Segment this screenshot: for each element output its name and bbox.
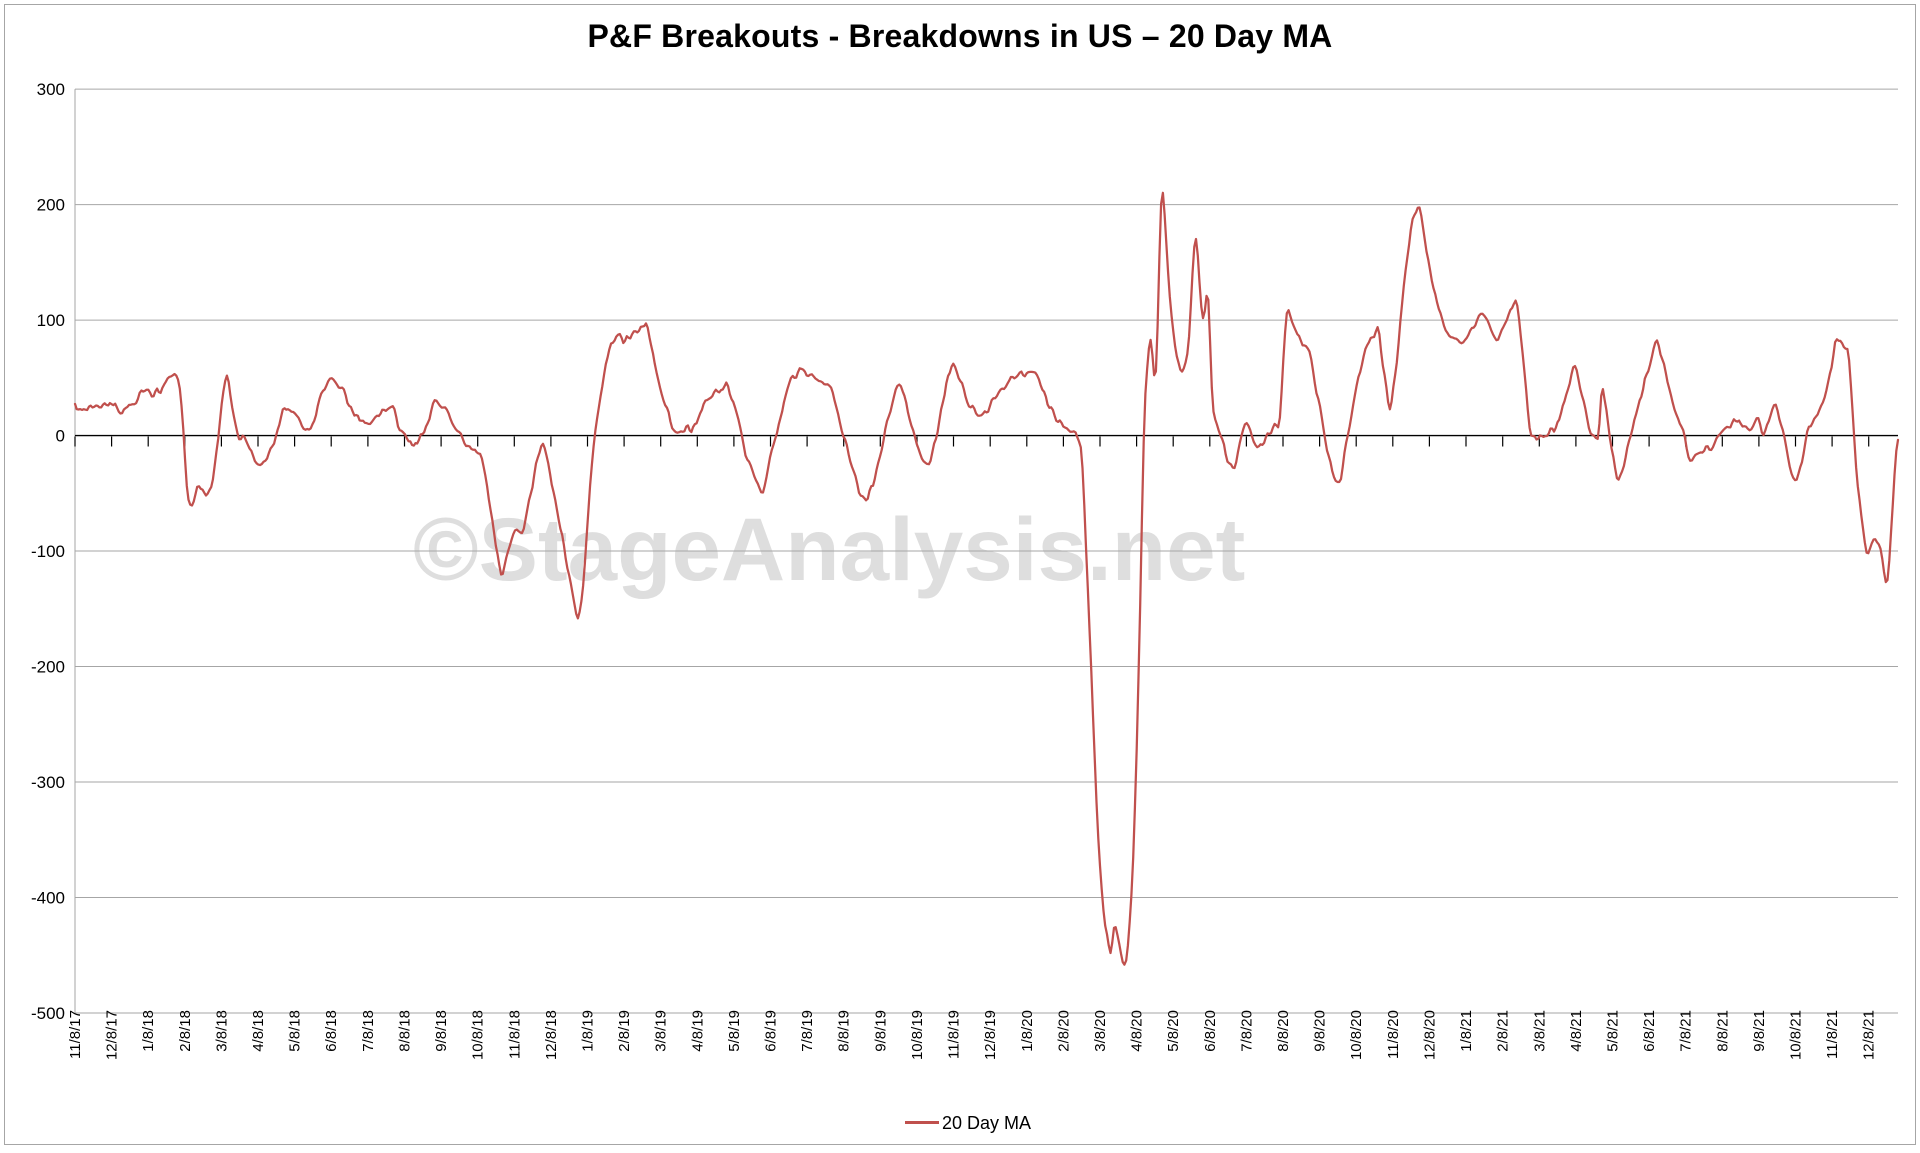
svg-text:12/8/19: 12/8/19 (982, 1010, 999, 1060)
svg-text:1/8/19: 1/8/19 (580, 1010, 597, 1052)
svg-text:-300: -300 (31, 773, 65, 792)
svg-text:9/8/21: 9/8/21 (1751, 1010, 1768, 1052)
svg-text:10/8/20: 10/8/20 (1348, 1010, 1365, 1060)
svg-text:10/8/19: 10/8/19 (909, 1010, 926, 1060)
svg-text:7/8/20: 7/8/20 (1238, 1010, 1255, 1052)
svg-text:0: 0 (56, 427, 65, 446)
svg-text:5/8/20: 5/8/20 (1165, 1010, 1182, 1052)
svg-text:8/8/19: 8/8/19 (836, 1010, 853, 1052)
svg-text:200: 200 (37, 196, 65, 215)
svg-text:6/8/18: 6/8/18 (323, 1010, 340, 1052)
svg-text:12/8/17: 12/8/17 (104, 1010, 121, 1060)
svg-text:9/8/20: 9/8/20 (1312, 1010, 1329, 1052)
svg-text:10/8/21: 10/8/21 (1788, 1010, 1805, 1060)
svg-text:7/8/21: 7/8/21 (1678, 1010, 1695, 1052)
svg-text:100: 100 (37, 311, 65, 330)
svg-text:6/8/20: 6/8/20 (1202, 1010, 1219, 1052)
svg-text:4/8/18: 4/8/18 (250, 1010, 267, 1052)
svg-text:9/8/18: 9/8/18 (433, 1010, 450, 1052)
svg-text:12/8/21: 12/8/21 (1861, 1010, 1878, 1060)
svg-text:6/8/19: 6/8/19 (763, 1010, 780, 1052)
svg-text:300: 300 (37, 80, 65, 99)
svg-text:3/8/21: 3/8/21 (1531, 1010, 1548, 1052)
svg-text:8/8/20: 8/8/20 (1275, 1010, 1292, 1052)
svg-text:11/8/18: 11/8/18 (506, 1010, 523, 1059)
svg-text:4/8/21: 4/8/21 (1568, 1010, 1585, 1052)
svg-text:12/8/20: 12/8/20 (1421, 1010, 1438, 1060)
svg-text:8/8/21: 8/8/21 (1714, 1010, 1731, 1052)
svg-text:11/8/17: 11/8/17 (67, 1010, 84, 1059)
svg-text:2/8/20: 2/8/20 (1055, 1010, 1072, 1052)
svg-text:10/8/18: 10/8/18 (470, 1010, 487, 1060)
svg-text:8/8/18: 8/8/18 (397, 1010, 414, 1052)
svg-text:3/8/20: 3/8/20 (1092, 1010, 1109, 1052)
svg-text:7/8/18: 7/8/18 (360, 1010, 377, 1052)
svg-text:4/8/19: 4/8/19 (689, 1010, 706, 1052)
svg-text:11/8/21: 11/8/21 (1824, 1010, 1841, 1059)
svg-text:11/8/19: 11/8/19 (946, 1010, 963, 1059)
svg-text:12/8/18: 12/8/18 (543, 1010, 560, 1060)
svg-text:6/8/21: 6/8/21 (1641, 1010, 1658, 1052)
svg-text:5/8/18: 5/8/18 (287, 1010, 304, 1052)
svg-text:1/8/18: 1/8/18 (140, 1010, 157, 1052)
svg-text:2/8/19: 2/8/19 (616, 1010, 633, 1052)
svg-text:5/8/21: 5/8/21 (1605, 1010, 1622, 1052)
svg-text:4/8/20: 4/8/20 (1129, 1010, 1146, 1052)
svg-text:5/8/19: 5/8/19 (726, 1010, 743, 1052)
svg-text:3/8/19: 3/8/19 (653, 1010, 670, 1052)
svg-text:11/8/20: 11/8/20 (1385, 1010, 1402, 1059)
svg-text:1/8/20: 1/8/20 (1019, 1010, 1036, 1052)
svg-text:2/8/18: 2/8/18 (177, 1010, 194, 1052)
svg-text:3/8/18: 3/8/18 (213, 1010, 230, 1052)
svg-text:-400: -400 (31, 889, 65, 908)
svg-text:7/8/19: 7/8/19 (799, 1010, 816, 1052)
svg-text:-500: -500 (31, 1004, 65, 1023)
svg-text:-100: -100 (31, 542, 65, 561)
svg-text:1/8/21: 1/8/21 (1458, 1010, 1475, 1052)
svg-text:2/8/21: 2/8/21 (1495, 1010, 1512, 1052)
svg-text:-200: -200 (31, 658, 65, 677)
svg-text:9/8/19: 9/8/19 (872, 1010, 889, 1052)
